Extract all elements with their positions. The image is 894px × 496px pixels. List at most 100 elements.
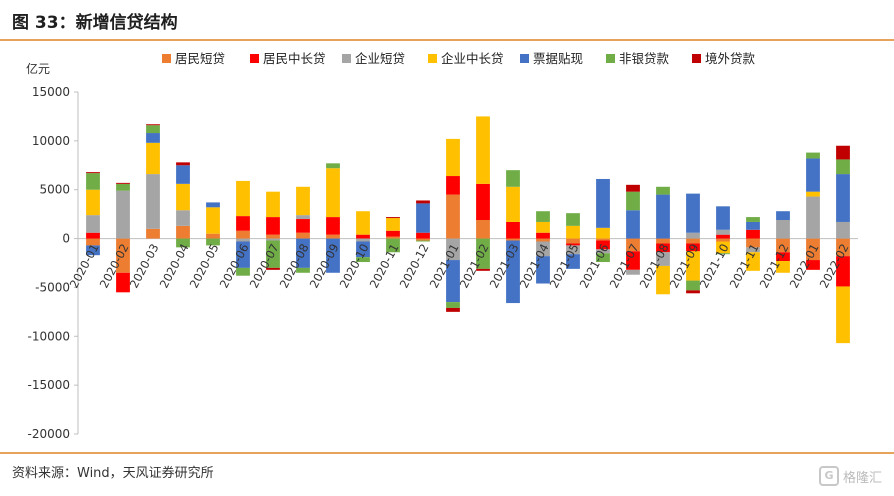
- bar-segment: [326, 217, 340, 235]
- bar-segment: [716, 234, 730, 239]
- bar-segment: [806, 196, 820, 239]
- bar-segment: [266, 267, 280, 270]
- bar-segment: [566, 243, 580, 246]
- bar-segment: [476, 183, 490, 221]
- y-tick-label: 0: [62, 232, 70, 246]
- bar-segment: [176, 165, 190, 184]
- bar-segment: [506, 186, 520, 222]
- bar-segment: [446, 302, 460, 308]
- bar-segment: [686, 232, 700, 239]
- bar-segment: [146, 125, 160, 134]
- bar-segment: [446, 307, 460, 312]
- bar-segment: [356, 234, 370, 239]
- bar-segment: [836, 256, 850, 287]
- bar-segment: [176, 210, 190, 226]
- bar-segment: [386, 230, 400, 237]
- bar-segment: [236, 216, 250, 231]
- bar-segment: [686, 238, 700, 244]
- bar-segment: [386, 218, 400, 231]
- bar-segment: [176, 183, 190, 211]
- legend-label: 企业中长贷: [441, 51, 504, 66]
- bar-segment: [596, 253, 610, 263]
- bar-segment: [536, 221, 550, 233]
- bar-segment: [146, 124, 160, 126]
- bar-segment: [686, 280, 700, 291]
- bar-segment: [596, 249, 610, 254]
- bar-segment: [116, 183, 130, 191]
- bar-segment: [656, 238, 670, 244]
- bar-segment: [296, 215, 310, 220]
- bar-segment: [746, 229, 760, 239]
- bar-segment: [236, 180, 250, 217]
- bar-segment: [806, 158, 820, 192]
- bar-segment: [326, 234, 340, 239]
- top-rule: [0, 39, 894, 41]
- bar-segment: [296, 219, 310, 233]
- bar-segment: [236, 230, 250, 239]
- bar-segment: [236, 241, 250, 268]
- bar-segment: [626, 238, 640, 252]
- legend-label: 居民短贷: [175, 51, 225, 66]
- bar-segment: [536, 241, 550, 257]
- bar-segment: [686, 243, 700, 252]
- y-axis-unit: 亿元: [26, 61, 50, 76]
- bar-segment: [566, 238, 580, 244]
- bar-segment: [596, 178, 610, 228]
- bar-segment: [446, 176, 460, 195]
- bar-segment: [86, 215, 100, 233]
- bar-segment: [656, 243, 670, 253]
- bar-segment: [296, 238, 310, 268]
- legend-swatch: [428, 54, 437, 63]
- bar-segment: [746, 221, 760, 230]
- bar-segment: [356, 257, 370, 263]
- bar-segment: [446, 260, 460, 303]
- bar-segment: [386, 236, 400, 239]
- bar-segment: [626, 184, 640, 192]
- bar-segment: [206, 233, 220, 239]
- bar-segment: [146, 174, 160, 229]
- bar-segment: [716, 238, 730, 242]
- bar-segment: [266, 240, 280, 268]
- bar-segment: [686, 251, 700, 281]
- bar-segment: [566, 225, 580, 239]
- bar-segment: [416, 240, 430, 242]
- bar-segment: [176, 162, 190, 166]
- bar-segment: [356, 241, 370, 258]
- bar-segment: [476, 268, 490, 271]
- legend-label: 居民中长贷: [263, 51, 326, 66]
- legend-swatch: [520, 54, 529, 63]
- bar-segment: [146, 133, 160, 143]
- legend-label: 票据贴现: [533, 51, 583, 66]
- bar-segment: [176, 225, 190, 239]
- bar-segment: [146, 228, 160, 239]
- bar-segment: [566, 245, 580, 255]
- legend-swatch: [162, 54, 171, 63]
- bar-segment: [266, 191, 280, 218]
- bar-segment: [686, 290, 700, 294]
- y-tick-label: -20000: [27, 427, 70, 441]
- bar-segment: [806, 152, 820, 159]
- y-tick-label: 10000: [32, 134, 70, 148]
- bar-segment: [446, 194, 460, 239]
- bar-segment: [656, 252, 670, 266]
- bar-segment: [536, 211, 550, 222]
- bar-segment: [626, 269, 640, 275]
- bar-segment: [596, 240, 610, 250]
- bar-segment: [326, 168, 340, 218]
- legend-swatch: [692, 54, 701, 63]
- bar-segment: [836, 286, 850, 344]
- bar-segment: [536, 256, 550, 284]
- bar-segment: [326, 163, 340, 169]
- bar-segment: [116, 190, 130, 239]
- watermark-text: 格隆汇: [842, 470, 882, 486]
- bar-segment: [86, 245, 100, 256]
- legend-swatch: [606, 54, 615, 63]
- legend-swatch: [342, 54, 351, 63]
- bar-segment: [506, 221, 520, 239]
- bar-segment: [656, 265, 670, 295]
- y-tick-label: 15000: [32, 85, 70, 99]
- bar-segment: [386, 238, 400, 253]
- bar-segment: [416, 203, 430, 233]
- bar-segment: [776, 220, 790, 239]
- bar-segment: [416, 232, 430, 239]
